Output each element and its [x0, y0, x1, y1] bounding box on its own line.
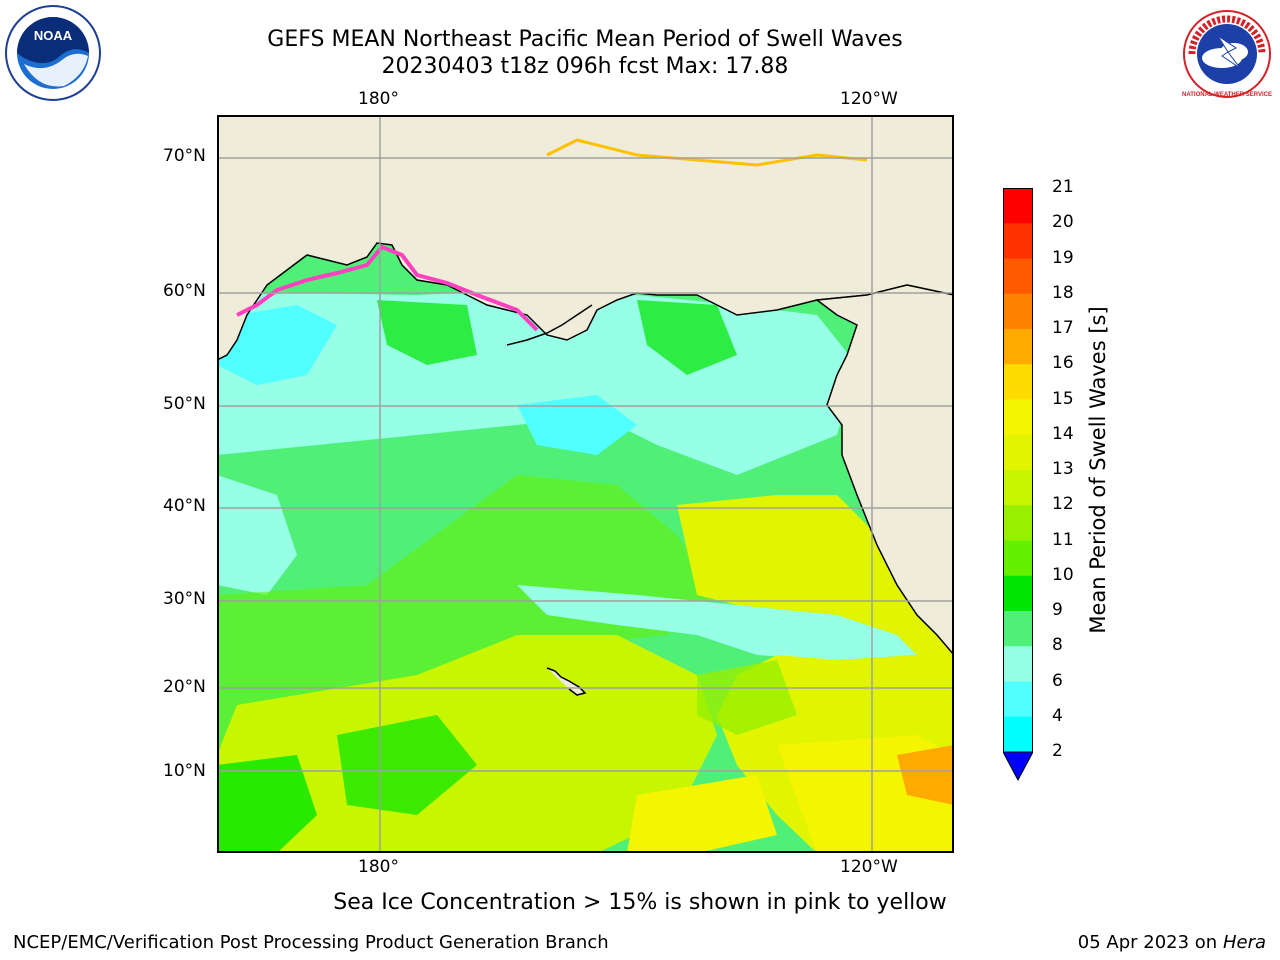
noaa-logo-icon: NOAA [4, 4, 102, 106]
colorbar-segment [1003, 540, 1033, 577]
colorbar-segment [1003, 434, 1033, 471]
nws-logo-icon: NATIONAL WEATHER SERVICE [1178, 8, 1276, 104]
credit-date-text: 05 Apr 2023 on [1077, 932, 1218, 953]
colorbar-segment [1003, 364, 1033, 400]
lat-label-50n: 50°N [163, 394, 206, 414]
colorbar-extend-arrow [1002, 751, 1034, 782]
colorbar-tick-label: 6 [1052, 670, 1063, 691]
credit-date: 05 Apr 2023 on Hera [1078, 932, 1266, 953]
sea-ice-footnote: Sea Ice Concentration > 15% is shown in … [333, 890, 947, 915]
swell-zone-6-8-central [517, 395, 637, 455]
colorbar-segment [1003, 505, 1033, 541]
aleutian-islands [506, 304, 593, 346]
credit-branch: NCEP/EMC/Verification Post Processing Pr… [13, 932, 609, 953]
colorbar-tick-label: 17 [1052, 318, 1074, 338]
lat-label-40n: 40°N [163, 496, 206, 516]
colorbar-title: Mean Period of Swell Waves [s] [1086, 306, 1110, 634]
colorbar-segment [1003, 575, 1033, 612]
colorbar-border [1003, 188, 1033, 752]
lon-label-bottom-120w: 120°W [840, 857, 898, 877]
lat-label-30n: 30°N [163, 589, 206, 609]
colorbar-tick-label: 4 [1052, 705, 1063, 726]
nws-logo-text: NATIONAL WEATHER SERVICE [1182, 92, 1272, 98]
swell-zone-12-east [697, 660, 797, 735]
swell-zone-12-13-south [217, 635, 717, 853]
land-alaska-siberia [217, 115, 954, 361]
colorbar-tick-label: 9 [1052, 600, 1063, 620]
noaa-logo-text: NOAA [34, 28, 73, 43]
colorbar-tick-label: 8 [1052, 635, 1063, 656]
swell-zone-14-15-south [627, 775, 777, 853]
swell-zone-10-11-ne [637, 300, 737, 375]
colorbar-tick-label: 20 [1052, 212, 1074, 233]
colorbar-tick-label: 10 [1052, 564, 1074, 585]
colorbar-segment [1003, 258, 1033, 295]
colorbar-segment [1003, 611, 1033, 647]
colorbar-tick-label: 11 [1052, 529, 1074, 550]
lat-label-60n: 60°N [163, 281, 206, 301]
map-canvas [217, 115, 954, 853]
sea-ice-edge-arctic [546, 138, 868, 167]
swell-zone-green-swest [217, 755, 317, 853]
colorbar [1002, 188, 1034, 782]
lat-label-20n: 20°N [163, 677, 206, 697]
swell-zone-green-sw [337, 715, 477, 815]
swell-zone-6-8 [217, 305, 337, 385]
lat-label-70n: 70°N [163, 146, 206, 166]
colorbar-tick-label: 21 [1052, 177, 1074, 197]
swell-zone-west [217, 475, 297, 595]
swell-zone-16-17 [897, 745, 954, 805]
colorbar-tick-label: 19 [1052, 247, 1074, 268]
colorbar-segment [1003, 293, 1033, 330]
map-title: GEFS MEAN Northeast Pacific Mean Period … [267, 27, 903, 52]
colorbar-graphic [1002, 188, 1034, 782]
colorbar-segment [1003, 223, 1033, 259]
map-border [217, 115, 954, 853]
swell-zone-11-12-mid [217, 475, 717, 755]
lat-label-10n: 10°N [163, 761, 206, 781]
colorbar-tick-label: 13 [1052, 459, 1074, 479]
colorbar-tick-label: 16 [1052, 353, 1074, 374]
colorbar-segment [1003, 470, 1033, 506]
colorbar-tick-label: 14 [1052, 423, 1074, 444]
colorbar-tick-label: 15 [1052, 388, 1074, 409]
colorbar-segment [1003, 646, 1033, 682]
colorbar-segment [1003, 716, 1033, 753]
colorbar-segment [1003, 681, 1033, 718]
colorbar-segment [1003, 399, 1033, 436]
map-subtitle: 20230403 t18z 096h fcst Max: 17.88 [381, 54, 789, 79]
colorbar-segment [1003, 329, 1033, 365]
credit-machine: Hera [1222, 932, 1266, 953]
colorbar-segment [1003, 188, 1033, 224]
colorbar-tick-label: 12 [1052, 494, 1074, 515]
lon-label-top-120w: 120°W [840, 89, 898, 109]
map-panel [217, 115, 954, 853]
colorbar-tick-label: 18 [1052, 282, 1074, 303]
map-gridlines [217, 115, 954, 853]
lon-label-bottom-180: 180° [358, 857, 399, 877]
sea-ice-edge [236, 244, 539, 332]
lon-label-top-180: 180° [358, 89, 399, 109]
colorbar-tick-label: 2 [1052, 741, 1063, 761]
swell-zone-10-11-north [377, 300, 477, 365]
swell-zone-30n [517, 585, 917, 660]
